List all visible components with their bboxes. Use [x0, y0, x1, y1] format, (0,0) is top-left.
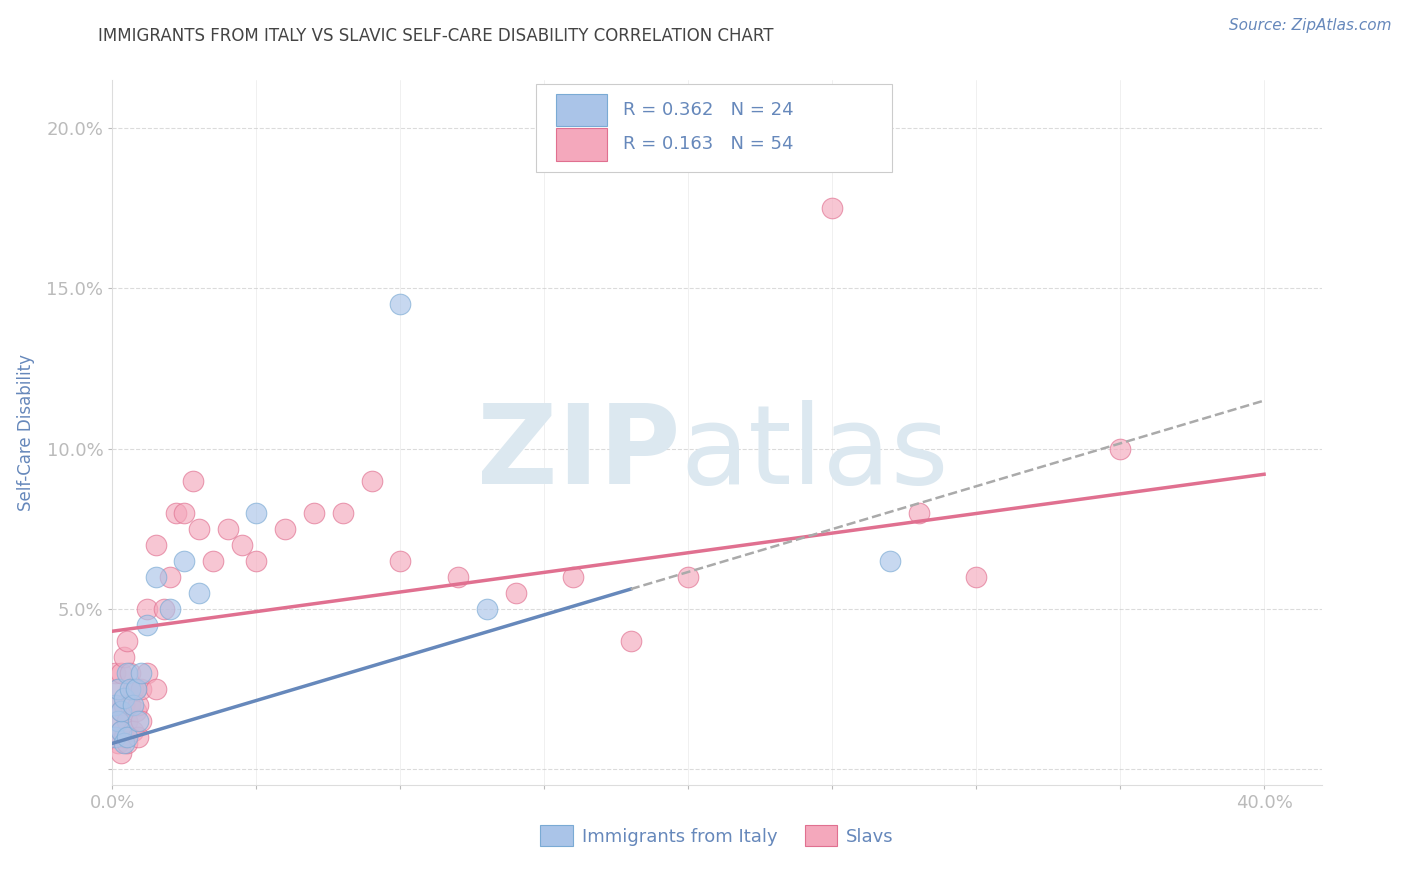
Point — [274, 522, 297, 536]
Point — [129, 681, 152, 696]
Point — [115, 736, 138, 750]
Point — [110, 746, 132, 760]
Y-axis label: Self-Care Disability: Self-Care Disability — [17, 354, 35, 511]
Point — [107, 681, 129, 696]
Point — [129, 714, 152, 728]
FancyBboxPatch shape — [536, 84, 893, 172]
Point — [112, 698, 135, 712]
Point — [136, 617, 159, 632]
Point — [107, 681, 129, 696]
Point — [115, 665, 138, 680]
Text: R = 0.163   N = 54: R = 0.163 N = 54 — [623, 136, 793, 153]
Point — [678, 570, 700, 584]
Point — [127, 698, 149, 712]
Point — [231, 538, 253, 552]
Point — [1109, 442, 1132, 456]
Legend: Immigrants from Italy, Slavs: Immigrants from Italy, Slavs — [533, 818, 901, 854]
Point — [245, 554, 267, 568]
Point — [104, 698, 127, 712]
Point — [187, 522, 209, 536]
Point — [173, 554, 195, 568]
Point — [159, 570, 181, 584]
Point — [127, 714, 149, 728]
Point — [110, 704, 132, 718]
Point — [153, 601, 176, 615]
Text: ZIP: ZIP — [478, 401, 681, 508]
Point — [124, 681, 146, 696]
Point — [124, 704, 146, 718]
Point — [115, 714, 138, 728]
Point — [110, 665, 132, 680]
Point — [127, 730, 149, 744]
Point — [360, 474, 382, 488]
Point — [562, 570, 585, 584]
Point — [121, 698, 143, 712]
Point — [112, 691, 135, 706]
Point — [107, 736, 129, 750]
Text: R = 0.362   N = 24: R = 0.362 N = 24 — [623, 101, 793, 119]
FancyBboxPatch shape — [557, 94, 607, 126]
Point — [332, 506, 354, 520]
Point — [145, 570, 167, 584]
Point — [821, 202, 844, 216]
Point — [389, 554, 412, 568]
Point — [107, 714, 129, 728]
Point — [879, 554, 901, 568]
Point — [115, 730, 138, 744]
Point — [136, 665, 159, 680]
Point — [104, 730, 127, 744]
Text: atlas: atlas — [681, 401, 949, 508]
Point — [121, 723, 143, 738]
Point — [475, 601, 498, 615]
Point — [104, 698, 127, 712]
Point — [124, 681, 146, 696]
Point — [505, 586, 527, 600]
Point — [104, 665, 127, 680]
Point — [110, 723, 132, 738]
Text: IMMIGRANTS FROM ITALY VS SLAVIC SELF-CARE DISABILITY CORRELATION CHART: IMMIGRANTS FROM ITALY VS SLAVIC SELF-CAR… — [98, 27, 773, 45]
Point — [202, 554, 225, 568]
Point — [112, 736, 135, 750]
Point — [118, 698, 141, 712]
Point — [159, 601, 181, 615]
Point — [107, 714, 129, 728]
Point — [907, 506, 929, 520]
Point — [217, 522, 239, 536]
Point — [104, 730, 127, 744]
Point — [112, 649, 135, 664]
Point — [620, 633, 643, 648]
Point — [118, 681, 141, 696]
Point — [965, 570, 987, 584]
Point — [447, 570, 470, 584]
Point — [112, 730, 135, 744]
Point — [115, 633, 138, 648]
Point — [245, 506, 267, 520]
Point — [136, 601, 159, 615]
Point — [302, 506, 325, 520]
Point — [110, 704, 132, 718]
Point — [145, 681, 167, 696]
Point — [389, 297, 412, 311]
Point — [118, 665, 141, 680]
Point — [121, 681, 143, 696]
Point — [145, 538, 167, 552]
Point — [187, 586, 209, 600]
Point — [173, 506, 195, 520]
FancyBboxPatch shape — [557, 128, 607, 161]
Point — [129, 665, 152, 680]
Point — [165, 506, 187, 520]
Point — [110, 723, 132, 738]
Point — [181, 474, 204, 488]
Text: Source: ZipAtlas.com: Source: ZipAtlas.com — [1229, 18, 1392, 33]
